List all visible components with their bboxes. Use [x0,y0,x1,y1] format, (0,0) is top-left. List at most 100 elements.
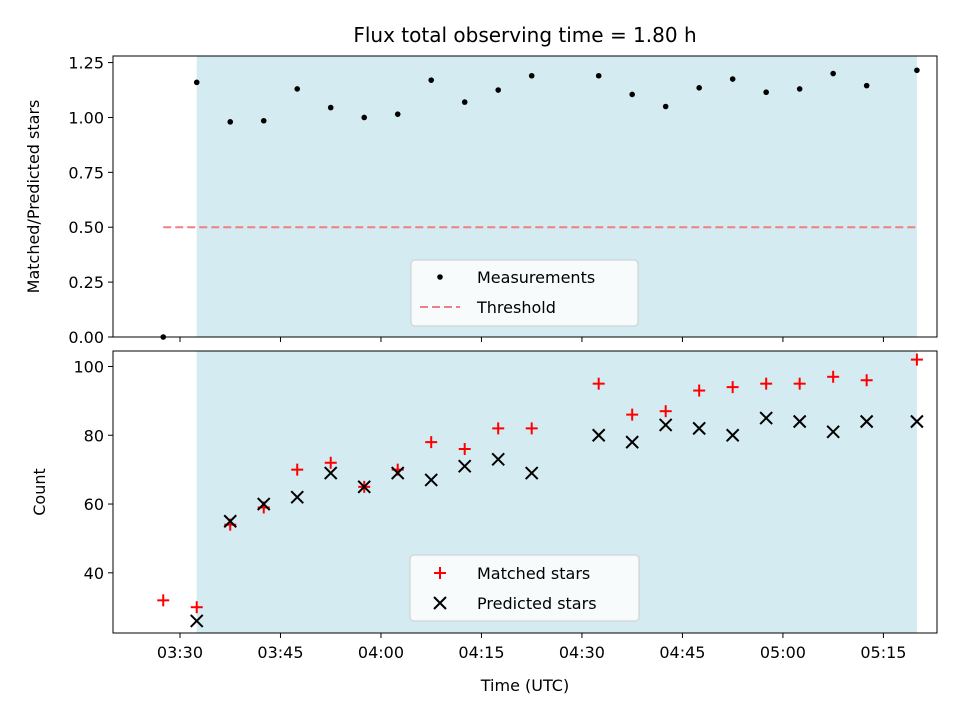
predicted-star-mark [725,428,740,442]
matched-star-point [693,384,706,397]
predicted-star-mark [290,490,304,504]
x-tick-label: 04:45 [659,643,705,662]
x-tick-label: 04:30 [559,643,605,662]
predicted-star-point [324,466,338,480]
predicted-star-mark [826,425,840,439]
measurement-point [763,89,769,96]
top-axes-frame [112,55,938,338]
predicted-star-point [357,480,371,494]
bottom-y-tick-label: 80 [84,426,104,445]
predicted-star-mark [391,466,405,480]
predicted-star-mark [223,514,237,528]
bottom-y-ticks: 40 60 80 100 [73,357,113,583]
matched-star-point [324,456,337,469]
measurement-point [394,111,401,117]
bottom-panel: 40 60 80 100 03:30 03:45 04:00 04:15 04:30 04:45… [30,350,938,695]
x-axis-label: Time (UTC) [480,676,569,695]
measurement-point [595,72,602,79]
predicted-star-point [524,466,539,480]
predicted-star-mark [859,414,874,429]
predicted-star-point [424,473,438,487]
measurement-point [914,67,920,74]
matched-star-point [190,601,203,614]
measurement-point [729,76,736,82]
measurement-point [361,114,368,121]
x-tick-label: 03:30 [157,643,203,662]
matched-star-point [592,377,605,390]
measurement-point [428,77,435,83]
matched-star-point [910,353,923,366]
predicted-star-mark [424,473,438,487]
predicted-star-mark [658,418,673,432]
predicted-star-mark [491,452,505,467]
bottom-x-ticks: 03:30 03:45 04:00 04:15 04:30 04:45 05:00 05:15 [157,633,906,662]
measurement-point [495,87,502,93]
measurement-point [227,119,234,125]
count-points [157,353,924,628]
bottom-axes-frame [112,350,938,634]
predicted-star-point [591,428,606,442]
predicted-star-mark [458,459,472,473]
predicted-star-point [658,418,673,432]
measurement-points [160,67,920,340]
legend-measurement-marker [437,274,443,280]
x-tick-label: 04:00 [358,643,404,662]
matched-star-point [793,377,806,390]
legend-threshold-label: Threshold [476,298,556,317]
predicted-star-point [391,466,405,480]
top-y-tick-label: 0.00 [68,328,104,347]
predicted-star-mark [357,480,371,494]
x-tick-label: 05:15 [860,643,906,662]
top-y-tick-label: 1.00 [68,108,104,127]
predicted-star-mark [625,435,639,449]
bottom-y-tick-label: 60 [84,495,104,514]
predicted-star-point [692,421,706,436]
top-legend: Measurements Threshold [410,259,639,327]
measurement-point [629,91,635,98]
predicted-star-point [290,490,304,504]
top-x-ticks [179,337,884,342]
predicted-star-point [257,497,271,511]
predicted-star-point [458,459,472,473]
predicted-star-mark [324,466,338,480]
bottom-y-axis-label: Count [30,468,49,516]
predicted-star-mark [910,414,924,429]
matched-star-point [291,463,304,476]
predicted-star-mark [759,411,773,425]
measurement-point [696,85,702,91]
matched-star-point [827,370,840,383]
predicted-star-point [491,452,505,467]
measurement-point [830,70,836,77]
predicted-star-point [859,414,874,429]
chart-title: Flux total observing time = 1.80 h [353,23,696,47]
predicted-star-mark [257,497,271,511]
predicted-star-point [223,514,237,528]
top-panel: 0.00 0.25 0.50 0.75 1.00 1.25 Matched/Predict… [24,54,938,347]
predicted-star-mark [692,421,706,436]
legend-measurements-label: Measurements [477,268,595,287]
measurement-point [662,103,669,110]
matched-star-point [860,374,873,387]
top-legend-box [410,259,639,327]
bottom-y-tick-label: 40 [84,564,104,583]
measurement-point [260,117,267,124]
matched-star-point [425,436,438,449]
predicted-star-point [190,614,204,628]
top-y-tick-label: 1.25 [68,54,104,73]
matched-star-point [525,422,538,435]
matched-star-point [760,377,773,390]
predicted-star-mark [792,414,807,429]
measurement-point [193,79,200,86]
measurement-point [863,82,870,89]
legend-predicted-marker [433,596,447,610]
matched-star-point [726,381,739,394]
predicted-star-point [725,428,740,442]
x-tick-label: 05:00 [760,643,806,662]
measurement-point [327,104,334,111]
predicted-star-mark [524,466,539,480]
top-y-tick-label: 0.25 [68,273,104,292]
matched-star-point [492,422,505,435]
measurement-point [528,72,535,79]
x-tick-label: 03:45 [257,643,303,662]
